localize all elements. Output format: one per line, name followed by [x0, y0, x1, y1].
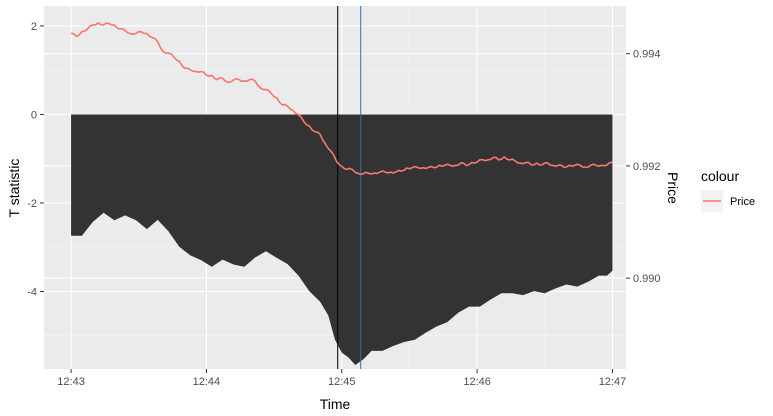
vline-layer: [337, 6, 362, 369]
legend: colour Price: [701, 168, 755, 212]
legend-label-price: Price: [730, 196, 755, 208]
y-axis-left-title: T statistic: [6, 159, 22, 218]
y-left-tick-label: 0: [31, 109, 37, 121]
x-tick-label: 12:46: [463, 376, 491, 388]
x-tick-label: 12:47: [599, 376, 627, 388]
y-axis-right: 0.994 0.992 0.990: [626, 49, 661, 285]
y-left-tick-label: -4: [27, 287, 37, 299]
y-right-tick-label: 0.992: [633, 161, 661, 173]
y-left-tick-label: -2: [27, 198, 37, 210]
y-axis-right-title: Price: [665, 172, 681, 204]
legend-title: colour: [701, 168, 739, 184]
area-layer: [71, 114, 613, 366]
y-right-tick-label: 0.990: [633, 273, 661, 285]
x-tick-label: 12:43: [57, 376, 85, 388]
price-line: [70, 22, 613, 176]
y-right-tick-label: 0.994: [633, 49, 661, 61]
x-axis: 12:43 12:44 12:45 12:46 12:47: [57, 369, 626, 388]
y-axis-left: 2 0 -2 -4: [27, 21, 44, 299]
x-tick-label: 12:45: [328, 376, 356, 388]
y-left-tick-label: 2: [31, 21, 37, 33]
tstat-area: [71, 114, 613, 366]
x-tick-label: 12:44: [193, 376, 221, 388]
line-layer: [70, 22, 613, 176]
x-axis-title: Time: [320, 396, 351, 412]
